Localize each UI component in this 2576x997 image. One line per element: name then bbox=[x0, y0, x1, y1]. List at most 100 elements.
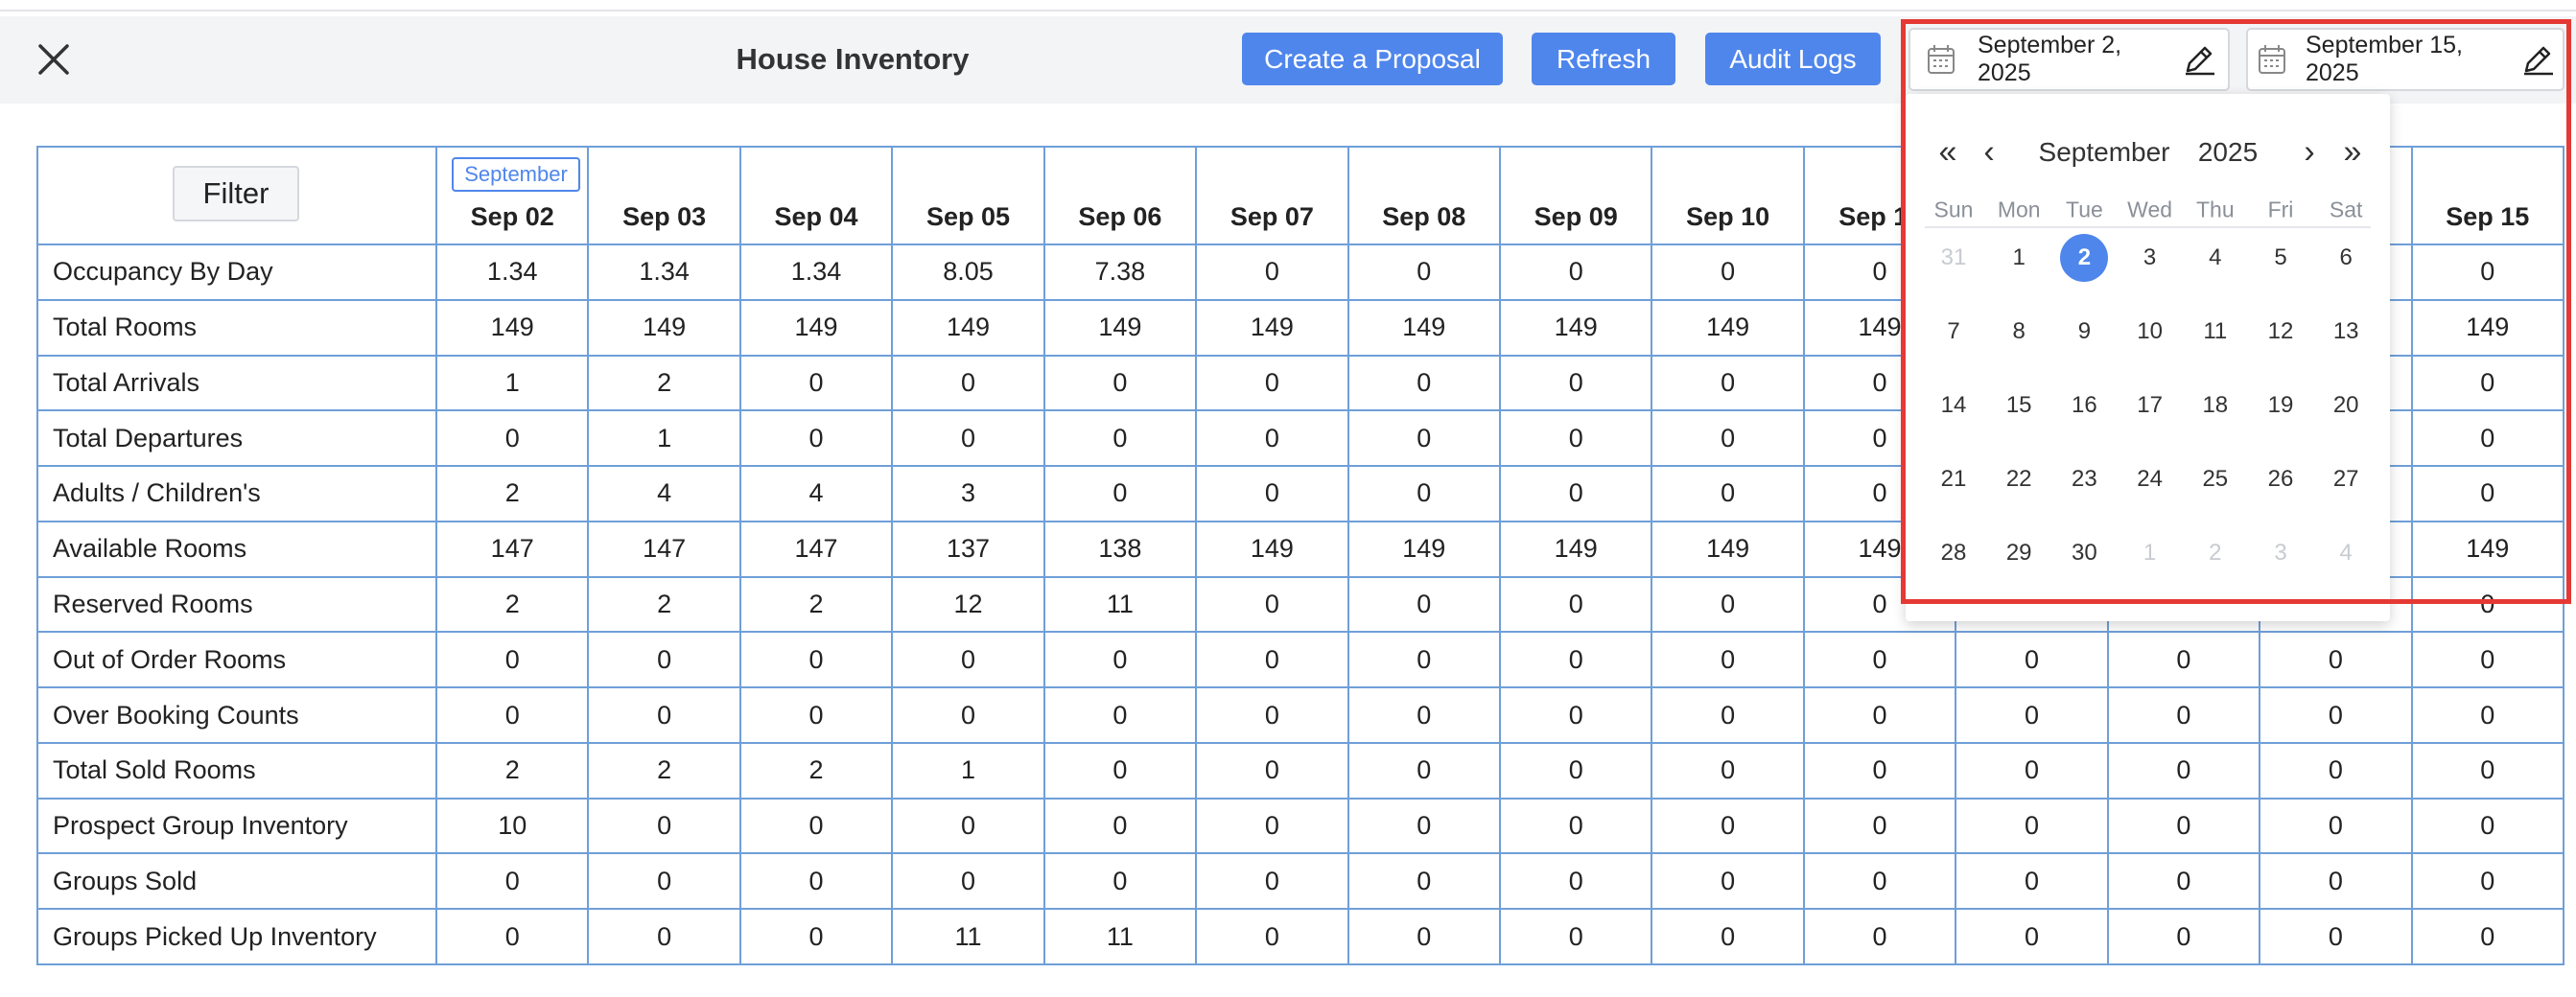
calendar-day[interactable]: 7 bbox=[1947, 318, 1960, 344]
close-button[interactable] bbox=[36, 42, 71, 77]
calendar-day[interactable]: 31 bbox=[1940, 244, 1967, 270]
calendar-day[interactable]: 9 bbox=[2077, 318, 2092, 344]
value-cell: 0 bbox=[1501, 356, 1653, 412]
value-cell: 0 bbox=[1652, 743, 1805, 800]
calendar-nav[interactable]: › bbox=[2304, 133, 2315, 171]
calendar-nav[interactable]: ‹ bbox=[1983, 133, 1995, 171]
calendar-day[interactable]: 15 bbox=[2005, 392, 2032, 418]
calendar-day[interactable]: 4 bbox=[2209, 244, 2222, 270]
value-cell: 0 bbox=[2412, 467, 2564, 522]
calendar-day[interactable]: 1 bbox=[2143, 540, 2157, 566]
start-date-input[interactable]: September 2, 2025 bbox=[1909, 28, 2230, 91]
value-cell: 0 bbox=[2108, 688, 2261, 744]
value-cell: 149 bbox=[589, 300, 741, 357]
value-cell: 0 bbox=[740, 854, 894, 911]
value-cell: 0 bbox=[2412, 245, 2564, 301]
calendar-day[interactable]: 1 bbox=[2012, 244, 2026, 270]
calendar-day[interactable]: 24 bbox=[2137, 466, 2163, 492]
calendar-day[interactable]: 8 bbox=[2012, 318, 2026, 344]
value-cell: 0 bbox=[2412, 910, 2564, 965]
value-cell: 0 bbox=[437, 910, 590, 965]
calendar-day[interactable]: 21 bbox=[1940, 466, 1967, 492]
value-cell: 11 bbox=[1044, 577, 1198, 634]
calendar-day[interactable]: 29 bbox=[2005, 540, 2032, 566]
value-cell: 0 bbox=[1197, 799, 1349, 855]
calendar-day[interactable]: 13 bbox=[2332, 318, 2359, 344]
calendar-day[interactable]: 27 bbox=[2332, 466, 2359, 492]
refresh-button[interactable]: Refresh bbox=[1532, 33, 1675, 85]
calendar-day[interactable]: 5 bbox=[2274, 244, 2287, 270]
calendar-month[interactable]: September bbox=[2038, 137, 2170, 167]
value-cell: 1 bbox=[437, 356, 590, 412]
value-cell: 0 bbox=[1044, 633, 1198, 689]
value-cell: 0 bbox=[1197, 743, 1349, 800]
row-label: Available Rooms bbox=[38, 522, 437, 578]
value-cell: 8.05 bbox=[893, 245, 1045, 301]
value-cell: 149 bbox=[1501, 300, 1653, 357]
value-cell: 0 bbox=[1652, 356, 1805, 412]
value-cell: 0 bbox=[1804, 799, 1957, 855]
row-label: Out of Order Rooms bbox=[38, 633, 437, 689]
calendar-day[interactable]: 14 bbox=[1940, 392, 1967, 418]
calendar-day[interactable]: 28 bbox=[1940, 540, 1967, 566]
value-cell: 0 bbox=[1197, 245, 1349, 301]
value-cell: 0 bbox=[1348, 910, 1501, 965]
calendar-day[interactable]: 25 bbox=[2202, 466, 2229, 492]
value-cell: 0 bbox=[2412, 577, 2564, 634]
value-cell: 0 bbox=[1956, 854, 2109, 911]
value-cell: 0 bbox=[740, 633, 894, 689]
value-cell: 0 bbox=[1197, 467, 1349, 522]
value-cell: 149 bbox=[1804, 522, 1957, 578]
value-cell: 0 bbox=[1501, 577, 1653, 634]
filter-button[interactable]: Filter bbox=[173, 166, 299, 221]
calendar-day[interactable]: 16 bbox=[2072, 392, 2097, 418]
value-cell: 149 bbox=[1044, 300, 1198, 357]
value-cell: 0 bbox=[893, 356, 1045, 412]
value-cell: 1.34 bbox=[437, 245, 590, 301]
audit-logs-button[interactable]: Audit Logs bbox=[1705, 33, 1881, 85]
create-proposal-button[interactable]: Create a Proposal bbox=[1242, 33, 1503, 85]
value-cell: 0 bbox=[893, 688, 1045, 744]
column-header: Sep 08 bbox=[1348, 148, 1501, 245]
calendar-day[interactable]: 17 bbox=[2137, 392, 2163, 418]
calendar-day[interactable]: 2 bbox=[2209, 540, 2222, 566]
value-cell: 2 bbox=[437, 743, 590, 800]
edit-icon bbox=[2524, 46, 2553, 76]
calendar-nav[interactable]: « bbox=[1938, 133, 1957, 171]
calendar-day[interactable]: 18 bbox=[2202, 392, 2229, 418]
calendar-nav[interactable]: » bbox=[2343, 133, 2362, 171]
value-cell: 0 bbox=[589, 799, 741, 855]
value-cell: 0 bbox=[1044, 854, 1198, 911]
value-cell: 0 bbox=[1348, 245, 1501, 301]
calendar-day[interactable]: 4 bbox=[2339, 540, 2353, 566]
value-cell: 0 bbox=[1652, 633, 1805, 689]
calendar-day[interactable]: 22 bbox=[2005, 466, 2032, 492]
value-cell: 0 bbox=[2260, 743, 2413, 800]
calendar-year[interactable]: 2025 bbox=[2197, 137, 2259, 167]
end-date-input[interactable]: September 15, 2025 bbox=[2246, 28, 2564, 91]
calendar-day[interactable]: 10 bbox=[2137, 318, 2163, 344]
calendar-day[interactable]: 26 bbox=[2267, 466, 2294, 492]
value-cell: 147 bbox=[589, 522, 741, 578]
value-cell: 0 bbox=[2260, 799, 2413, 855]
calendar-day[interactable]: 11 bbox=[2203, 318, 2228, 344]
calendar-day[interactable]: 19 bbox=[2267, 392, 2294, 418]
calendar-day[interactable]: 6 bbox=[2339, 244, 2353, 270]
calendar-day[interactable]: 23 bbox=[2072, 466, 2097, 492]
value-cell: 1 bbox=[893, 743, 1045, 800]
calendar-day[interactable]: 3 bbox=[2143, 244, 2157, 270]
calendar-day[interactable]: 12 bbox=[2267, 318, 2294, 344]
calendar-day[interactable]: 3 bbox=[2274, 540, 2287, 566]
value-cell: 0 bbox=[1044, 411, 1198, 468]
value-cell: 11 bbox=[1044, 910, 1198, 965]
row-label: Adults / Children's bbox=[38, 467, 437, 522]
value-cell: 149 bbox=[1197, 300, 1349, 357]
calendar-day[interactable]: 20 bbox=[2332, 392, 2359, 418]
value-cell: 149 bbox=[2412, 300, 2564, 357]
calendar-popup: «‹ ›» September 2025 Sun Mon Tue Wed Thu Fri Sat 31… bbox=[1906, 94, 2390, 621]
calendar-day[interactable]: 30 bbox=[2072, 540, 2097, 566]
selected-day[interactable]: 2 bbox=[2060, 234, 2109, 282]
value-cell: 0 bbox=[2412, 799, 2564, 855]
value-cell: 0 bbox=[1348, 467, 1501, 522]
